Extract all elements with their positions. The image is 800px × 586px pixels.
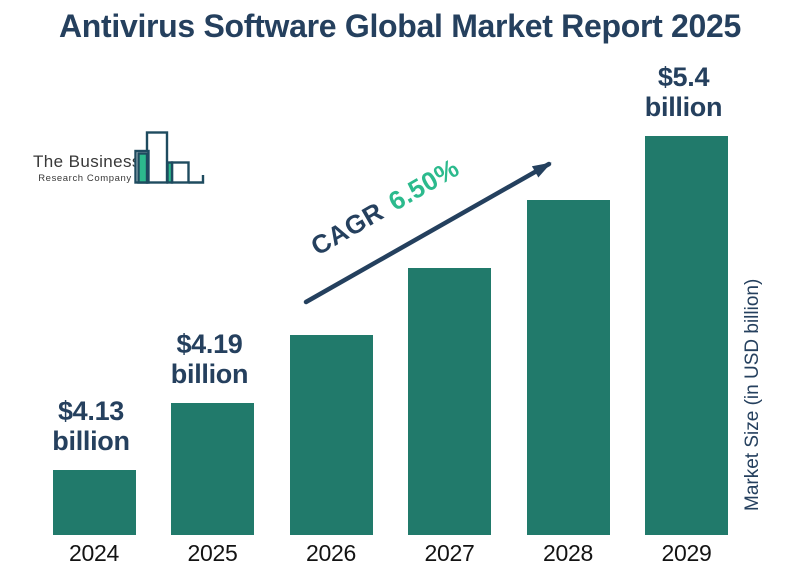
x-tick-label: 2028 (543, 540, 593, 566)
cagr-label: CAGR (305, 196, 389, 262)
logo-company-subtitle: Research Company (38, 173, 132, 184)
logo-text: The Business Research Company (33, 152, 141, 184)
page-title: Antivirus Software Global Market Report … (58, 8, 742, 44)
x-tick-label: 2027 (424, 540, 475, 566)
x-tick-label: 2024 (69, 540, 119, 566)
bar-value-label: $4.13 billion (52, 396, 130, 456)
bar-value-label: $4.19 billion (170, 329, 249, 389)
bar-2025 (171, 403, 254, 535)
company-logo: The Business Research Company (33, 128, 213, 190)
y-axis-label: Market Size (in USD billion) (742, 278, 763, 512)
bar-2026 (289, 335, 373, 535)
bar-value-label: $5.4 billion (644, 62, 723, 122)
logo-company-name: The Business (33, 152, 141, 171)
bar-2029 (645, 136, 728, 535)
x-tick-label: 2026 (306, 540, 356, 566)
bar-2028 (526, 200, 610, 535)
cagr-value: 6.50% (383, 152, 465, 217)
x-tick-label: 2025 (187, 540, 238, 566)
bar-2027 (408, 268, 491, 535)
bar-chart-logo-icon (134, 131, 205, 184)
cagr-annotation: CAGR6.50% (306, 152, 465, 262)
bar-2024 (52, 470, 136, 535)
x-tick-label: 2029 (661, 540, 712, 566)
